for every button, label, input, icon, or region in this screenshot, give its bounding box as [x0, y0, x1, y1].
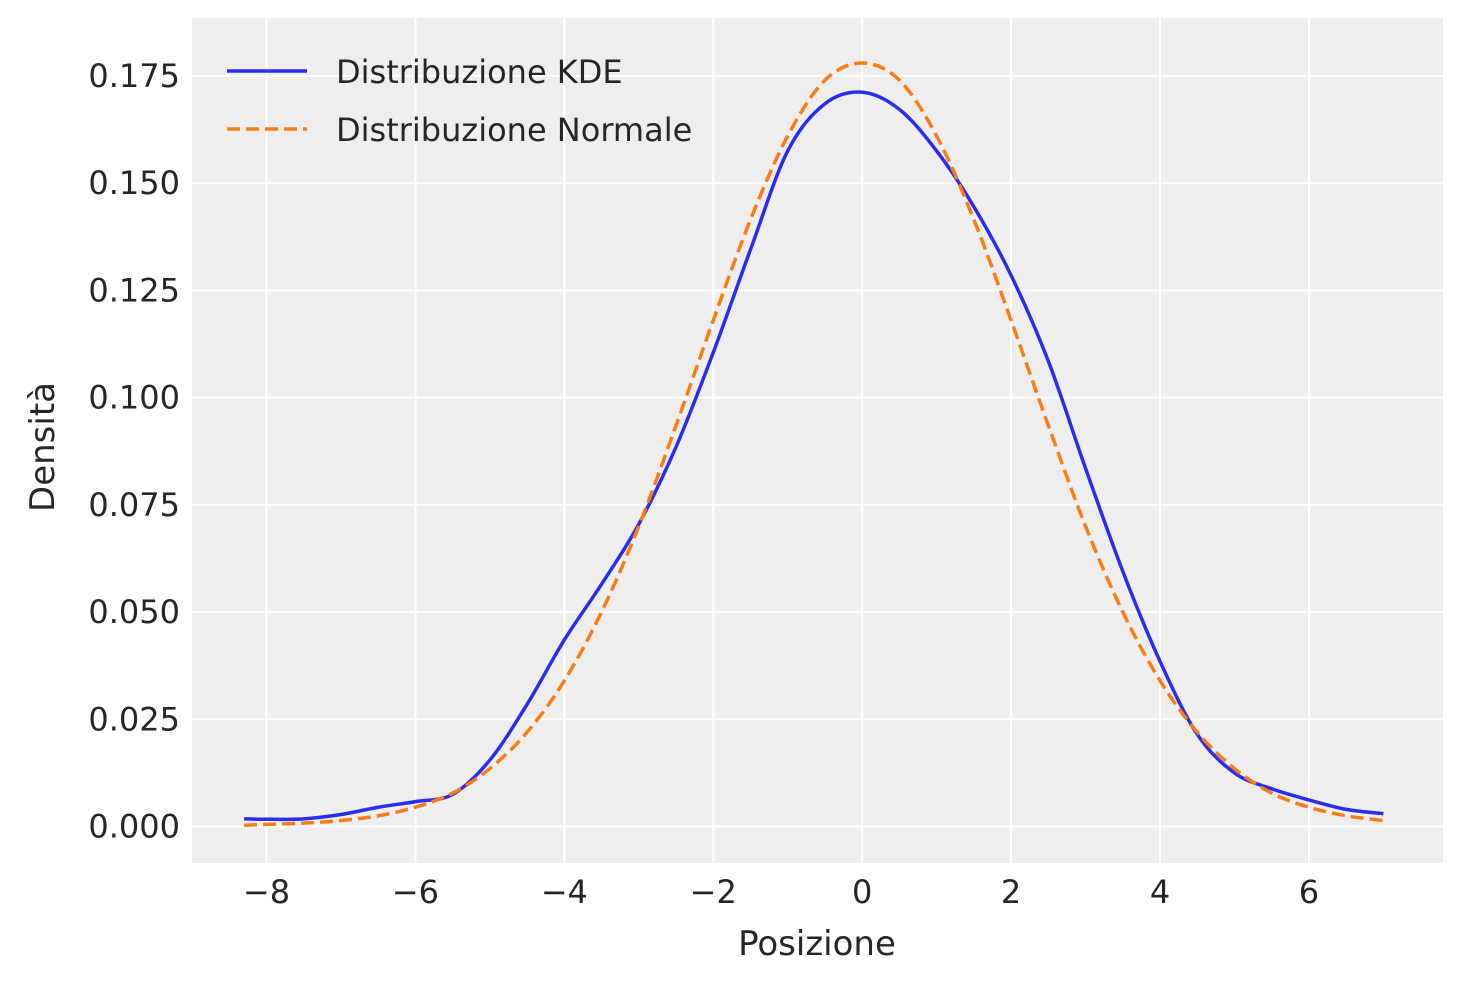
y-tick-label: 0.075	[88, 486, 180, 524]
x-tick-label: −2	[690, 873, 737, 911]
x-gridlines	[265, 18, 1310, 863]
legend-label-normal: Distribuzione Normale	[336, 111, 692, 149]
x-axis-label: Posizione	[738, 924, 896, 964]
x-tick-labels: −8 −6 −4 −2 0 2 4 6	[243, 873, 1319, 911]
y-axis-label: Densità	[23, 382, 63, 512]
x-tick-label: −8	[243, 873, 290, 911]
x-tick-label: −4	[541, 873, 588, 911]
y-tick-label: 0.175	[88, 57, 180, 95]
y-tick-label: 0.100	[88, 379, 180, 417]
legend-label-kde: Distribuzione KDE	[336, 53, 623, 91]
y-gridlines	[192, 74, 1443, 828]
x-tick-label: 2	[1001, 873, 1021, 911]
y-tick-label: 0.125	[88, 271, 180, 309]
plot-background	[192, 18, 1443, 863]
y-tick-label: 0.025	[88, 700, 180, 738]
y-tick-labels: 0.000 0.025 0.050 0.075 0.100 0.125 0.150 0.175	[88, 57, 180, 846]
x-tick-label: −6	[392, 873, 439, 911]
y-tick-label: 0.050	[88, 593, 180, 631]
x-tick-label: 4	[1150, 873, 1170, 911]
x-tick-label: 6	[1299, 873, 1319, 911]
series-line-normal	[244, 61, 1384, 827]
legend: Distribuzione KDE Distribuzione Normale	[227, 53, 692, 149]
series-lines	[244, 61, 1384, 827]
x-tick-label: 0	[852, 873, 872, 911]
y-tick-label: 0.000	[88, 808, 180, 846]
y-tick-label: 0.150	[88, 164, 180, 202]
